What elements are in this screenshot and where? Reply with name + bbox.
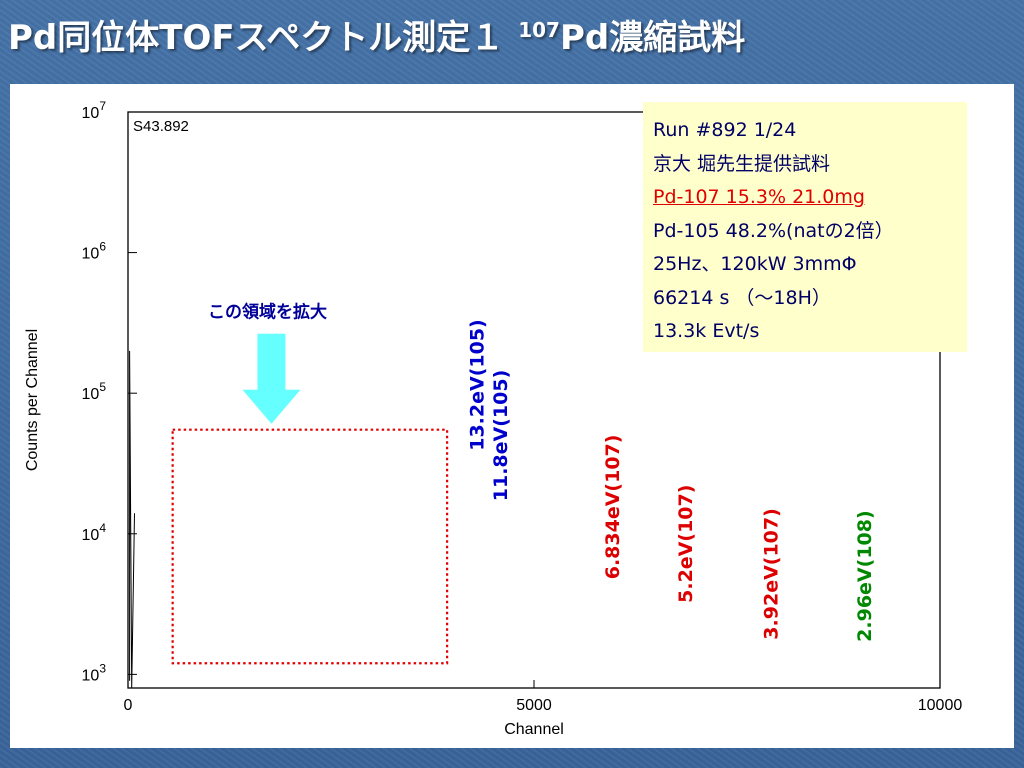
title-isotope-sup: 107 — [518, 17, 560, 42]
y-tick-exponent: 5 — [99, 380, 106, 394]
y-tick-exponent: 3 — [99, 661, 106, 675]
x-tick-label: 5000 — [516, 697, 552, 714]
y-tick-label: 106 — [82, 240, 107, 263]
info-line: 66214 s （～18H） — [653, 286, 831, 309]
slide-title: Pd同位体TOFスペクトル測定１ 107Pd濃縮試料 — [8, 6, 745, 70]
y-tick-exponent: 4 — [99, 521, 106, 535]
x-axis-ticks: 0 5000 10000 — [124, 680, 963, 714]
peak-label: 3.92eV(107) — [760, 508, 782, 640]
zoom-region-label: この領域を拡大 — [208, 302, 327, 323]
y-tick-base: 10 — [82, 667, 100, 684]
peak-label: 11.8eV(105) — [490, 370, 512, 502]
info-line: Pd-105 48.2%(natの2倍） — [653, 219, 894, 242]
info-line: Pd-107 15.3% 21.0mg — [653, 186, 865, 208]
y-tick-label: 105 — [82, 380, 107, 403]
spectrum-line — [129, 350, 135, 689]
y-tick-label: 107 — [82, 99, 107, 122]
zoom-arrow-icon — [242, 333, 301, 424]
info-line: Run #892 1/24 — [653, 119, 797, 141]
y-tick-exponent: 7 — [99, 99, 106, 113]
peak-label: 5.2eV(107) — [675, 485, 697, 603]
title-main: Pd同位体TOFスペクトル測定１ — [8, 18, 505, 58]
info-line: 25Hz、120kW 3mmΦ — [653, 253, 857, 275]
y-tick-label: 104 — [82, 521, 107, 544]
x-tick-label: 10000 — [918, 697, 963, 714]
chart-panel: S43.892 103 104 105 106 107 0 5000 10000 この領域を… — [10, 84, 1014, 748]
y-tick-label: 103 — [82, 661, 107, 684]
y-tick-base: 10 — [82, 527, 100, 544]
peak-label: 6.834eV(107) — [602, 435, 624, 580]
x-axis-label: Channel — [504, 721, 564, 738]
info-line: 京大 堀先生提供試料 — [653, 152, 831, 175]
y-axis-label: Counts per Channel — [24, 329, 41, 471]
peak-label: 2.96eV(108) — [854, 510, 876, 642]
zoom-region-box — [171, 428, 449, 665]
run-label: S43.892 — [133, 118, 189, 135]
x-tick-label: 0 — [124, 697, 133, 714]
peak-labels: 13.2eV(105) 11.8eV(105) 6.834eV(107) 5.2eV(… — [467, 319, 876, 642]
y-tick-base: 10 — [82, 105, 100, 122]
y-tick-base: 10 — [82, 246, 100, 263]
info-line: 13.3k Evt/s — [653, 320, 760, 342]
info-box: Run #892 1/24 京大 堀先生提供試料 Pd-107 15.3% 21.0… — [643, 102, 967, 352]
peak-label: 13.2eV(105) — [467, 319, 489, 451]
title-isotope-rest: Pd濃縮試料 — [559, 18, 746, 58]
y-tick-exponent: 6 — [99, 240, 106, 254]
y-tick-base: 10 — [82, 386, 100, 403]
